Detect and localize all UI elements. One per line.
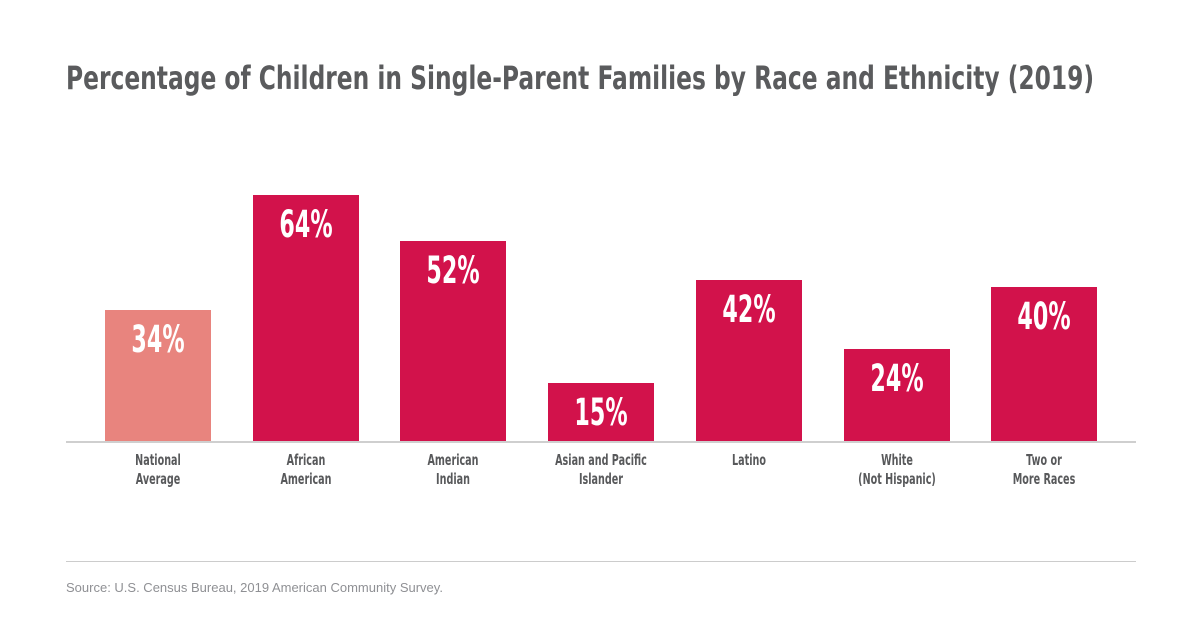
bar-value-label: 40% <box>1017 295 1071 339</box>
bar-latino: 42% <box>695 279 802 441</box>
chart-title-text: Percentage of Children in Single-Parent … <box>66 59 1095 97</box>
chart-title: Percentage of Children in Single-Parent … <box>66 60 1200 96</box>
category-label-line: Asian and Pacific <box>555 451 647 469</box>
source-note-text: Source: U.S. Census Bureau, 2019 America… <box>66 580 443 595</box>
category-label-line: Islander <box>579 470 624 488</box>
bar-asian-and-pacific-islander: 15% <box>548 383 655 441</box>
category-label-line: African <box>286 451 326 469</box>
category-label-line: American <box>280 470 332 488</box>
footer-divider-line <box>66 561 1136 562</box>
bar-value-label: 42% <box>722 287 776 331</box>
category-label-asian-and-pacific-islander: Asian and Pacific Islander <box>516 451 686 489</box>
category-label-line: National <box>135 451 181 469</box>
bar-african-american: 64% <box>252 195 359 441</box>
category-label-line: Average <box>135 470 181 488</box>
category-label-line: White <box>880 451 913 469</box>
category-label-white-not-hispanic: White (Not Hispanic) <box>812 451 982 489</box>
bar-value-label: 15% <box>574 391 628 435</box>
category-label-line: Latino <box>731 451 766 469</box>
category-label-line: Indian <box>436 470 471 488</box>
category-label-latino: Latino <box>664 451 834 470</box>
bar-value-label: 52% <box>426 249 480 293</box>
bar-value-label: 64% <box>279 203 333 247</box>
bar-value-label: 24% <box>869 356 924 400</box>
category-label-national-average: National Average <box>73 451 243 489</box>
category-label-american-indian: American Indian <box>368 451 538 489</box>
bar-national-average: 34% <box>105 310 211 441</box>
category-label-line: (Not Hispanic) <box>857 470 936 488</box>
category-label-line: American <box>427 451 479 469</box>
bar-white-not-hispanic: 24% <box>843 348 950 441</box>
bar-two-or-more-races: 40% <box>991 287 1098 441</box>
category-label-line: More Races <box>1012 470 1076 488</box>
bar-american-indian: 52% <box>400 241 507 441</box>
category-label-line: Two or <box>1026 451 1063 469</box>
x-axis-baseline <box>66 441 1136 443</box>
source-note: Source: U.S. Census Bureau, 2019 America… <box>66 580 866 596</box>
bar-value-label: 34% <box>131 318 185 362</box>
category-label-african-american: African American <box>221 451 391 489</box>
category-label-two-or-more-races: Two or More Races <box>959 451 1129 489</box>
